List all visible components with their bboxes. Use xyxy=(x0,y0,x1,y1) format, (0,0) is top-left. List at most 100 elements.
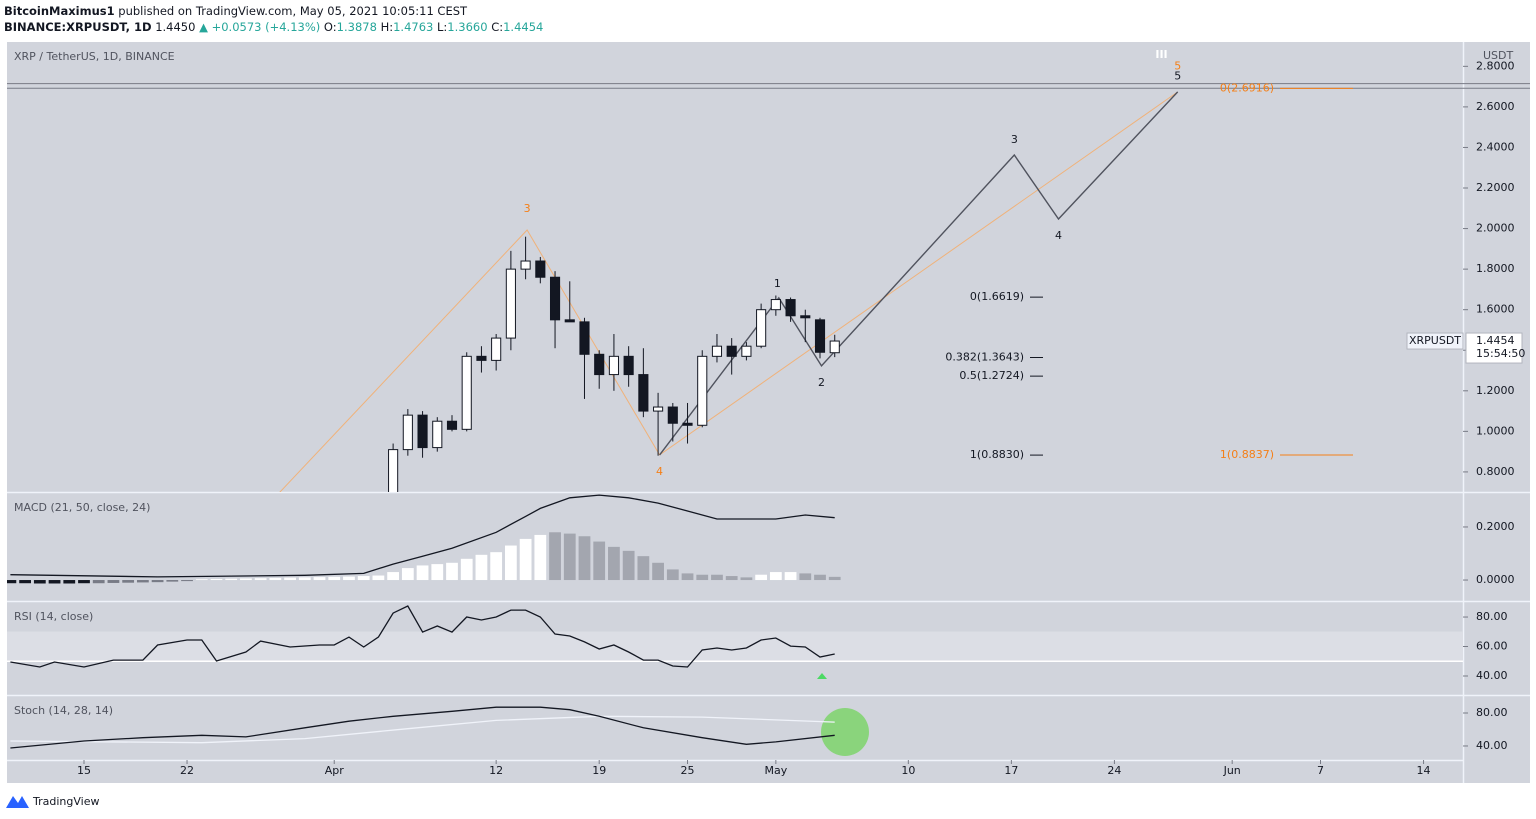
candle-body xyxy=(461,355,472,430)
histogram-bar xyxy=(122,580,135,583)
fib-label: 0.5(1.2724) xyxy=(959,369,1024,382)
candle-body xyxy=(741,345,752,357)
last-price-symbol-box xyxy=(1406,332,1464,350)
last-price-label: 1.4454 xyxy=(1476,334,1515,347)
author: BitcoinMaximus1 xyxy=(4,4,115,18)
histogram-bar xyxy=(210,578,223,581)
currency: USDT xyxy=(1483,49,1514,62)
published: published on TradingView.com, May 05, 20… xyxy=(118,4,468,18)
y-tick-label: 1.0000 xyxy=(1476,424,1515,437)
histogram-bar xyxy=(504,545,517,581)
chart-background xyxy=(7,42,1530,783)
fib-label: 0(2.6916) xyxy=(1220,81,1274,94)
histogram-bar xyxy=(431,564,444,581)
indicator-line xyxy=(10,494,835,578)
x-tick-label: Apr xyxy=(325,764,345,777)
histogram-bar xyxy=(48,580,61,584)
wave-label: 2 xyxy=(818,376,825,389)
x-tick-label: 14 xyxy=(1417,764,1431,777)
y-tick-label: 2.8000 xyxy=(1476,59,1515,72)
l-label: L: xyxy=(437,20,447,34)
histogram-bar xyxy=(769,572,782,581)
y-tick-label: 2.6000 xyxy=(1476,100,1515,113)
histogram-bar xyxy=(181,580,193,582)
fib-label: 1(0.8830) xyxy=(970,448,1024,461)
indicator-line xyxy=(10,715,835,744)
histogram-bar xyxy=(534,534,547,581)
y-tick-label: 40.00 xyxy=(1476,739,1508,752)
wave-label: 1 xyxy=(774,277,781,290)
histogram-bar xyxy=(637,556,650,581)
candle-body xyxy=(520,260,531,270)
x-tick-label: 24 xyxy=(1107,764,1121,777)
histogram-bar xyxy=(828,576,841,581)
histogram-bar xyxy=(151,580,164,583)
candle-body xyxy=(417,414,428,449)
histogram-bar xyxy=(92,580,105,584)
o-label: O: xyxy=(324,20,337,34)
pane-candlestick xyxy=(279,91,1179,492)
histogram-bar xyxy=(593,541,606,581)
y-tick-label: 0.0000 xyxy=(1476,573,1515,586)
histogram-bar xyxy=(725,576,738,581)
x-tick-label: Jun xyxy=(1223,764,1241,777)
x-tick-label: 17 xyxy=(1004,764,1018,777)
y-tick-label: 60.00 xyxy=(1476,640,1508,653)
histogram-bar xyxy=(740,577,753,581)
header-line-2: BINANCE:XRPUSDT, 1D 1.4450 ▲ +0.0573 (+4… xyxy=(4,20,543,34)
c: 1.4454 xyxy=(503,20,543,34)
candle-body xyxy=(505,268,516,339)
o: 1.3878 xyxy=(337,20,377,34)
pane-title: XRP / TetherUS, 1D, BINANCE xyxy=(14,50,175,63)
pane-title: RSI (14, close) xyxy=(14,610,93,623)
candle-body xyxy=(579,321,590,355)
y-tick-label: 0.2000 xyxy=(1476,520,1515,533)
histogram-bar xyxy=(475,554,488,581)
histogram-bar xyxy=(490,552,503,581)
wave-label: 5 xyxy=(1174,59,1181,72)
indicator-line xyxy=(10,706,835,749)
histogram-bar xyxy=(578,536,591,581)
histogram-bar xyxy=(799,573,812,581)
indicator-line xyxy=(10,605,835,668)
candle-body xyxy=(446,420,458,430)
candle-body xyxy=(770,299,781,311)
x-tick-label: 22 xyxy=(180,764,194,777)
candle-body xyxy=(564,319,575,323)
histogram-bar xyxy=(681,573,694,581)
x-tick-label: 19 xyxy=(592,764,606,777)
symbol: BINANCE:XRPUSDT, 1D xyxy=(4,20,152,34)
histogram-bar xyxy=(357,576,370,581)
candle-body xyxy=(785,299,796,317)
last-price-symbol: XRPUSDT xyxy=(1409,334,1461,347)
histogram-bar xyxy=(328,576,341,581)
pane-separators xyxy=(7,42,1530,783)
histogram-bar xyxy=(7,580,17,584)
histogram-bar xyxy=(33,580,46,584)
stoch-cross-highlight xyxy=(821,708,869,756)
histogram-bar xyxy=(63,580,76,584)
pane-rsi xyxy=(7,605,1463,668)
candle-body xyxy=(756,309,767,347)
y-tick-label: 1.6000 xyxy=(1476,303,1515,316)
histogram-bar xyxy=(195,579,208,581)
wave-label: 4 xyxy=(656,465,663,478)
candle-body xyxy=(682,422,693,426)
y-tick-label: 80.00 xyxy=(1476,706,1508,719)
x-tick-label: May xyxy=(764,764,787,777)
histogram-bar xyxy=(298,577,311,581)
wave-label: 3 xyxy=(1011,133,1018,146)
wave-label: 4 xyxy=(1055,229,1062,242)
candle-body xyxy=(432,420,443,449)
price: 1.4450 xyxy=(155,20,195,34)
histogram-bar xyxy=(608,546,620,581)
wave-label: 3 xyxy=(524,202,531,215)
histogram-bar xyxy=(784,572,797,581)
candle-body xyxy=(594,353,605,376)
histogram-bar xyxy=(269,577,282,581)
histogram-bar xyxy=(696,574,709,581)
candle-body xyxy=(814,319,826,353)
histogram-bar xyxy=(563,533,576,581)
histogram-bar xyxy=(240,578,252,581)
